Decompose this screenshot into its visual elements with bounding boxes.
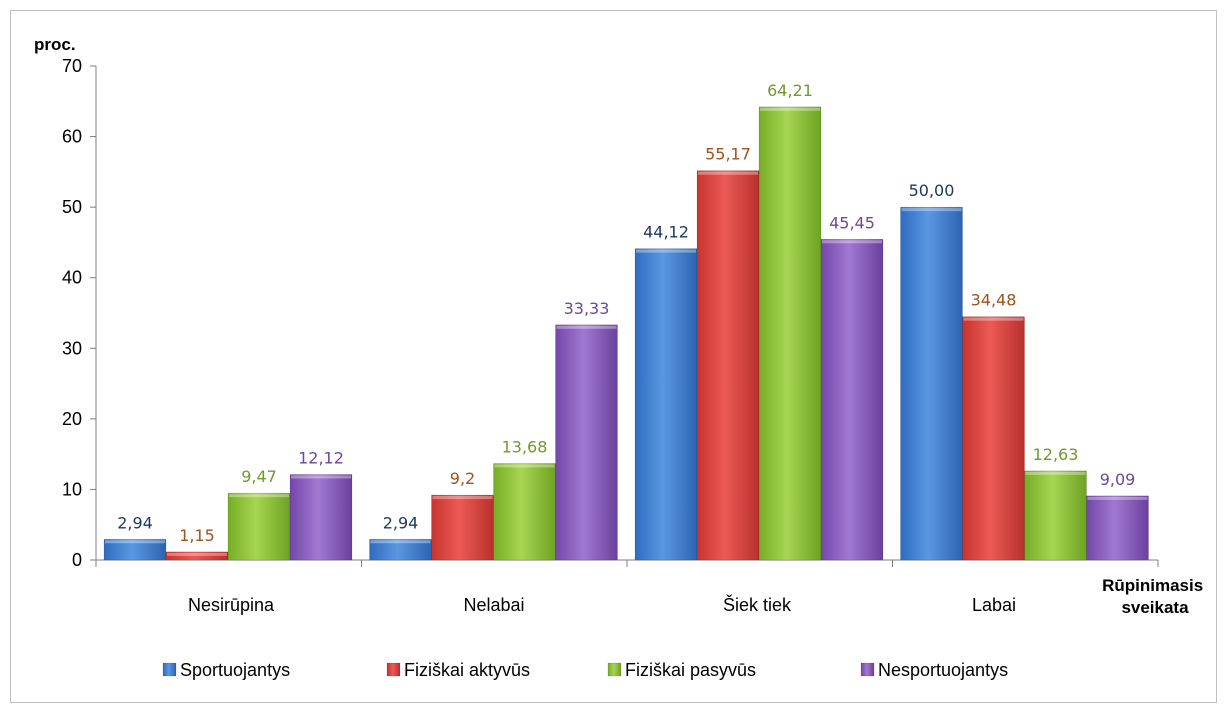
data-label: 2,94 <box>383 513 419 532</box>
y-tick-label: 70 <box>62 56 82 76</box>
data-label: 1,15 <box>179 526 215 545</box>
data-label: 44,12 <box>643 223 689 242</box>
y-tick-label: 20 <box>62 409 82 429</box>
data-label: 9,09 <box>1100 470 1136 489</box>
bar-highlight <box>963 317 1024 321</box>
bar-highlight <box>1025 471 1086 475</box>
bar-highlight <box>229 494 289 498</box>
data-label: 33,33 <box>564 299 610 318</box>
bars <box>103 106 1149 561</box>
bar <box>289 474 353 561</box>
data-label: 34,48 <box>971 291 1017 310</box>
bar <box>1086 495 1149 561</box>
data-label: 13,68 <box>502 437 548 456</box>
y-tick-label: 40 <box>62 268 82 288</box>
category-label: Nelabai <box>463 595 524 615</box>
bar <box>634 248 698 561</box>
legend-label: Fiziškai aktyvūs <box>404 660 530 680</box>
bar <box>1024 470 1087 561</box>
category-label: Šiek tiek <box>723 594 792 615</box>
category-labels: Nesirūpina Nelabai Šiek tiek Labai <box>188 594 1016 615</box>
bar-highlight <box>432 496 493 500</box>
bar <box>227 492 291 561</box>
bar-highlight <box>901 208 962 212</box>
bar-highlight <box>370 540 431 544</box>
bar-highlight <box>494 464 555 468</box>
data-label: 50,00 <box>909 181 955 200</box>
bar <box>758 106 822 561</box>
bar <box>696 170 760 561</box>
bar <box>962 316 1025 561</box>
bar-highlight <box>105 540 165 544</box>
bar-highlight <box>1087 496 1148 500</box>
data-label: 45,45 <box>829 213 875 232</box>
legend-label: Sportuojantys <box>180 660 290 680</box>
data-label: 12,12 <box>298 448 344 467</box>
y-tick-label: 30 <box>62 338 82 358</box>
bar-highlight <box>167 552 227 556</box>
chart-frame <box>10 10 1217 703</box>
y-axis-title: proc. <box>34 35 76 54</box>
bar <box>900 206 963 561</box>
category-label: Labai <box>972 595 1016 615</box>
y-tick-label: 0 <box>72 550 82 570</box>
legend: Sportuojantys Fiziškai aktyvūs Fiziškai pa… <box>162 660 1008 680</box>
data-label: 12,63 <box>1033 445 1079 464</box>
bar <box>820 238 884 561</box>
bar <box>431 494 494 561</box>
y-tick-label: 60 <box>62 127 82 147</box>
bar <box>555 324 618 561</box>
bar-highlight <box>698 171 758 175</box>
legend-swatch <box>386 662 401 677</box>
bar-highlight <box>636 249 696 253</box>
bar-highlight <box>291 475 351 479</box>
data-label: 64,21 <box>767 81 813 100</box>
data-label: 9,2 <box>450 469 475 488</box>
x-axis-title: Rūpinimasis sveikata <box>1102 576 1208 617</box>
data-label: 9,47 <box>241 467 277 486</box>
bar <box>103 538 167 561</box>
legend-label: Nesportuojantys <box>878 660 1008 680</box>
data-labels: 2,94 2,94 44,12 50,00 1,15 9,2 55,17 34,48 9,47 1… <box>117 81 1135 545</box>
category-label: Nesirūpina <box>188 595 275 615</box>
data-label: 2,94 <box>117 513 153 532</box>
legend-swatch <box>860 662 875 677</box>
y-tick-label: 50 <box>62 197 82 217</box>
x-axis-title-line-1: Rūpinimasis <box>1102 576 1203 595</box>
legend-swatch <box>607 662 622 677</box>
bar-highlight <box>760 107 820 111</box>
bar <box>493 463 556 561</box>
y-tick-label: 10 <box>62 479 82 499</box>
bar-highlight <box>556 325 617 329</box>
data-label: 55,17 <box>705 145 751 164</box>
legend-label: Fiziškai pasyvūs <box>625 660 756 680</box>
x-axis-title-line-2: sveikata <box>1121 598 1189 617</box>
legend-swatch <box>162 662 177 677</box>
bar-highlight <box>822 240 882 244</box>
